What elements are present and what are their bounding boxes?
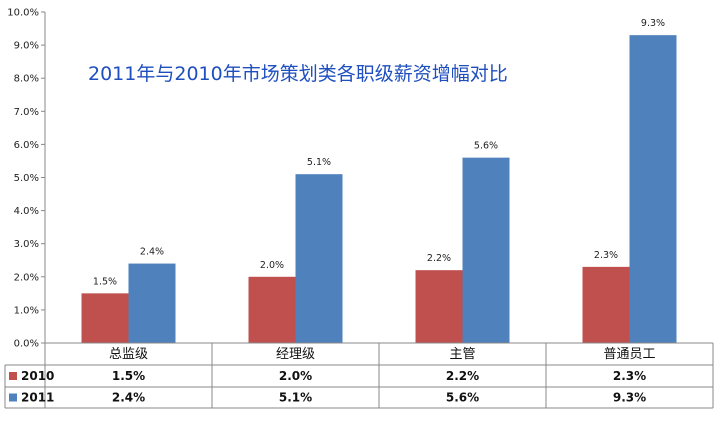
table-cell: 2.4%	[112, 391, 145, 405]
y-tick-label: 1.0%	[14, 305, 39, 316]
data-label: 5.1%	[307, 157, 331, 168]
y-tick-label: 5.0%	[14, 173, 39, 184]
y-tick-label: 9.0%	[14, 41, 39, 52]
data-label: 2.4%	[140, 247, 164, 258]
data-label: 2.3%	[594, 250, 618, 261]
y-tick-label: 2.0%	[14, 272, 39, 283]
y-tick-label: 0.0%	[14, 339, 39, 350]
y-tick-label: 3.0%	[14, 239, 39, 250]
bar-2011-0	[128, 263, 176, 343]
bar-2010-3	[582, 266, 630, 343]
table-cell: 2.0%	[279, 369, 312, 383]
table-cell: 5.6%	[446, 391, 479, 405]
bar-2011-1	[295, 174, 343, 343]
bar-2011-2	[462, 157, 510, 343]
y-tick-label: 7.0%	[14, 107, 39, 118]
x-tick-label: 总监级	[109, 347, 148, 362]
legend-swatch-2011	[9, 393, 17, 402]
table-cell: 9.3%	[613, 391, 646, 405]
bar-2010-0	[81, 293, 129, 343]
data-label: 5.6%	[474, 141, 498, 152]
data-label: 9.3%	[641, 18, 665, 29]
x-tick-label: 主管	[449, 347, 475, 362]
y-tick-label: 4.0%	[14, 206, 39, 217]
y-tick-label: 6.0%	[14, 140, 39, 151]
data-label: 2.2%	[427, 253, 451, 264]
y-tick-label: 10.0%	[7, 8, 39, 19]
bar-2011-3	[629, 35, 677, 344]
x-tick-label: 经理级	[276, 347, 315, 362]
chart-title: 2011年与2010年市场策划类各职级薪资增幅对比	[88, 63, 508, 85]
legend-label: 2010	[21, 369, 54, 383]
x-tick-label: 普通员工	[603, 347, 655, 362]
legend-label: 2011	[21, 391, 54, 405]
data-label: 1.5%	[93, 276, 117, 287]
table-cell: 2.3%	[613, 369, 646, 383]
y-tick-label: 8.0%	[14, 74, 39, 85]
legend-swatch-2010	[9, 372, 17, 380]
table-cell: 2.2%	[446, 369, 479, 383]
table-cell: 1.5%	[112, 369, 145, 383]
table-cell: 5.1%	[279, 391, 312, 405]
bar-2010-2	[415, 270, 463, 343]
bar-2010-1	[248, 276, 296, 343]
data-label: 2.0%	[260, 260, 284, 271]
